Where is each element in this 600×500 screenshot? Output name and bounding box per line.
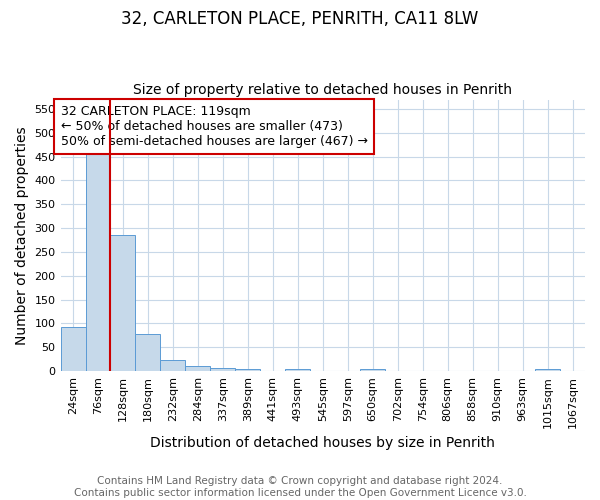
Bar: [110, 235, 136, 371]
Title: Size of property relative to detached houses in Penrith: Size of property relative to detached ho…: [133, 83, 512, 97]
X-axis label: Distribution of detached houses by size in Penrith: Distribution of detached houses by size …: [151, 436, 495, 450]
Bar: [211, 368, 235, 371]
Text: 32 CARLETON PLACE: 119sqm
← 50% of detached houses are smaller (473)
50% of semi: 32 CARLETON PLACE: 119sqm ← 50% of detac…: [61, 105, 368, 148]
Text: Contains HM Land Registry data © Crown copyright and database right 2024.
Contai: Contains HM Land Registry data © Crown c…: [74, 476, 526, 498]
Bar: [61, 326, 86, 371]
Bar: [360, 368, 385, 371]
Bar: [160, 360, 185, 371]
Text: 32, CARLETON PLACE, PENRITH, CA11 8LW: 32, CARLETON PLACE, PENRITH, CA11 8LW: [121, 10, 479, 28]
Bar: [535, 368, 560, 371]
Y-axis label: Number of detached properties: Number of detached properties: [15, 126, 29, 344]
Bar: [136, 334, 160, 371]
Bar: [235, 368, 260, 371]
Bar: [185, 366, 211, 371]
Bar: [86, 152, 110, 371]
Bar: [286, 368, 310, 371]
